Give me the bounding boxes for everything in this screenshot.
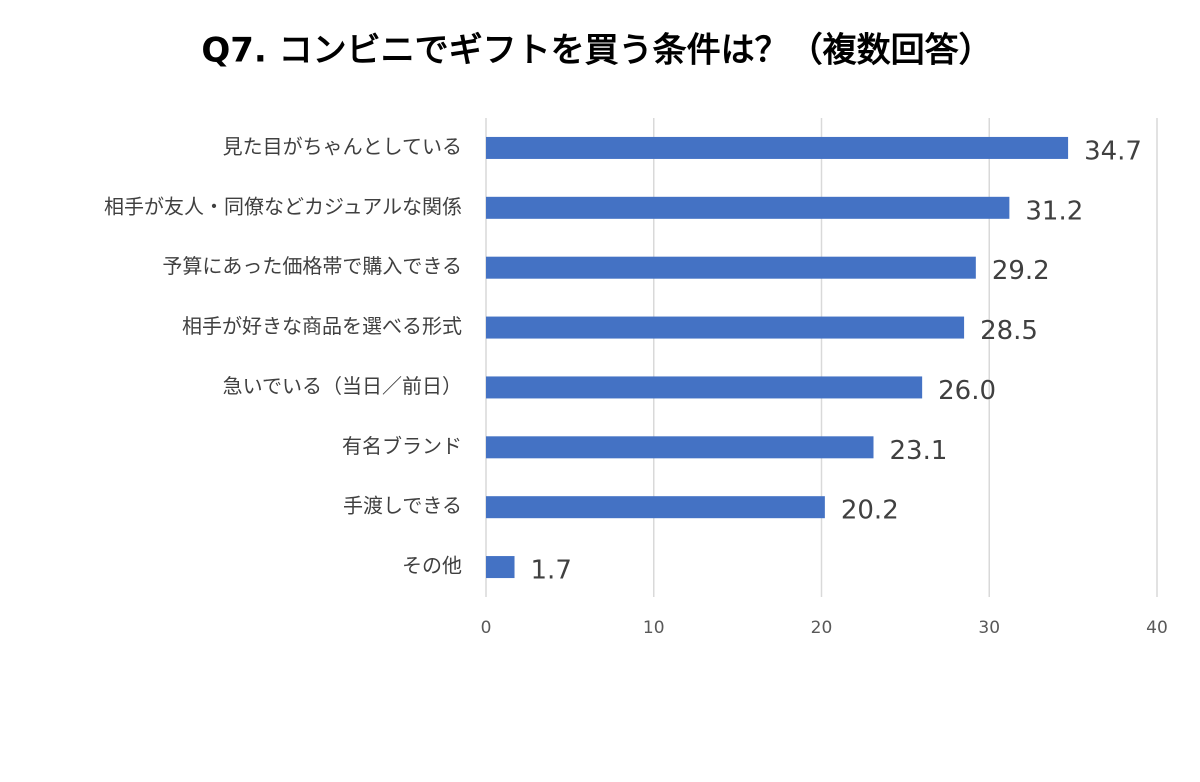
y-tick-label: 見た目がちゃんとしている	[223, 134, 462, 158]
bar	[486, 556, 515, 579]
y-tick-label: 相手が好きな商品を選べる形式	[182, 314, 462, 338]
y-tick-label: 有名ブランド	[342, 434, 462, 458]
bar	[486, 376, 923, 399]
bar	[486, 436, 874, 459]
value-label: 1.7	[531, 556, 572, 586]
value-label: 23.1	[890, 436, 948, 466]
bar	[486, 196, 1010, 219]
bar	[486, 316, 965, 339]
value-label: 28.5	[980, 316, 1038, 346]
bar	[486, 136, 1069, 159]
value-label: 20.2	[841, 496, 899, 526]
x-tick-label: 30	[978, 618, 1000, 638]
value-label: 34.7	[1084, 136, 1142, 166]
bar	[486, 496, 825, 519]
bar	[486, 256, 976, 279]
y-tick-label: 急いでいる（当日／前日）	[223, 374, 462, 398]
x-tick-label: 10	[643, 618, 665, 638]
x-tick-label: 40	[1146, 618, 1168, 638]
y-tick-label: 相手が友人・同僚などカジュアルな関係	[104, 194, 462, 218]
value-label: 26.0	[938, 376, 996, 406]
value-label: 31.2	[1025, 196, 1083, 226]
y-tick-label: 予算にあった価格帯で購入できる	[162, 254, 462, 278]
x-tick-label: 0	[481, 618, 492, 638]
chart-title: Q7. コンビニでギフトを買う条件は？（複数回答）	[201, 31, 992, 71]
y-tick-label: 手渡しできる	[343, 494, 462, 518]
value-label: 29.2	[992, 256, 1050, 286]
y-tick-label: その他	[402, 554, 462, 578]
x-tick-label: 20	[811, 618, 833, 638]
